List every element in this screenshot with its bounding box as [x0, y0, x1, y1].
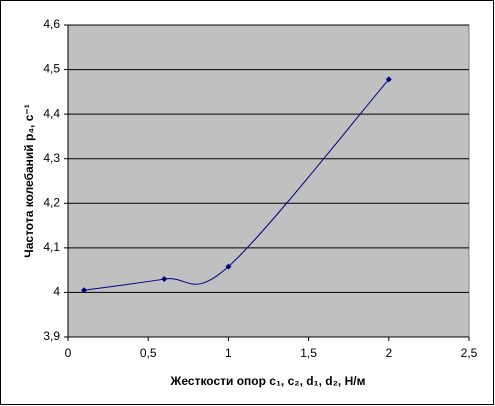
series-line [83, 79, 390, 291]
data-point [161, 276, 168, 283]
data-point [385, 76, 392, 83]
data-point [225, 263, 232, 270]
plot-area [67, 24, 470, 338]
x-tick-label: 1,5 [300, 346, 317, 360]
y-axis-label: Частота колебаний p₄, c⁻¹ [22, 104, 36, 257]
x-axis-label: Жесткости опор c₁, c₂, d₁, d₂, Н/м [170, 374, 366, 388]
data-point [81, 287, 88, 294]
y-tick-label: 4,4 [43, 106, 60, 120]
y-tick-label: 3,9 [43, 329, 60, 343]
y-tick-label: 4,5 [43, 62, 60, 76]
x-tick-label: 0 [65, 346, 72, 360]
y-tick-label: 4,2 [43, 195, 60, 209]
x-tick-label: 1 [225, 346, 232, 360]
y-tick-label: 4,3 [43, 151, 60, 165]
y-tick-label: 4,1 [43, 240, 60, 254]
y-tick-label: 4,6 [43, 17, 60, 31]
x-tick-label: 0,5 [140, 346, 157, 360]
x-tick-label: 2,5 [461, 346, 478, 360]
y-tick-label: 4 [53, 285, 60, 299]
x-tick-label: 2 [385, 346, 392, 360]
